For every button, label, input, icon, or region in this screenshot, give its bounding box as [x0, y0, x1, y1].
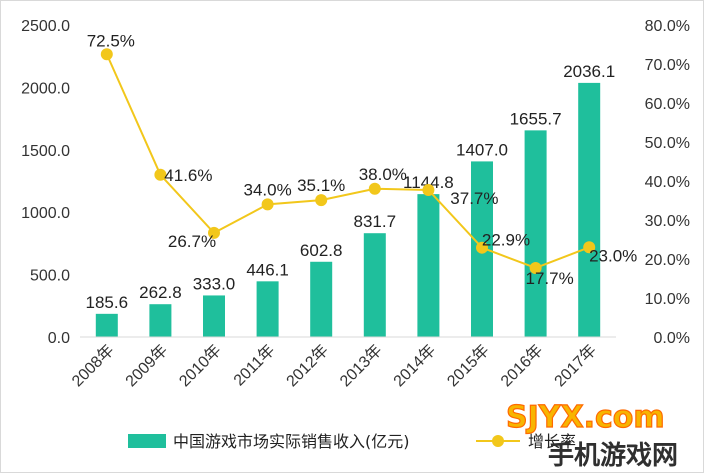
bar-value-label: 446.1 [246, 260, 289, 279]
growth-point-2008年 [100, 48, 113, 61]
left-axis-tick-label: 0.0 [48, 330, 70, 347]
growth-data-labels: 72.5% 41.6% 26.7% 34.0% 35.1% 38.0% 37.7% 22.9%… [87, 31, 638, 288]
growth-point-2009年 [154, 168, 167, 181]
left-axis-tick-label: 2500.0 [21, 18, 70, 35]
growth-value-label: 41.6% [164, 166, 212, 185]
growth-value-label: 26.7% [168, 232, 216, 251]
growth-point-2016年 [529, 261, 542, 274]
left-axis: 0.0 500.0 1000.0 1500.0 2000.0 2500.0 [21, 18, 70, 347]
left-axis-tick-label: 1500.0 [21, 143, 70, 160]
right-axis-tick-label: 60.0% [645, 96, 690, 113]
left-axis-tick-label: 2000.0 [21, 80, 70, 97]
growth-point-2015年 [476, 241, 488, 254]
bar-value-label: 2036.1 [563, 62, 615, 81]
growth-value-label: 34.0% [243, 180, 291, 199]
bar-2013年 [363, 233, 386, 337]
right-axis-tick-label: 40.0% [645, 174, 690, 191]
right-axis-tick-label: 50.0% [645, 135, 690, 152]
watermark-main-text: SJYX.com [506, 400, 665, 435]
bar-value-label: 602.8 [300, 241, 343, 260]
legend-line-marker [492, 435, 504, 447]
bar-2010年 [203, 295, 225, 337]
growth-value-label: 72.5% [87, 31, 135, 50]
bar-2014年 [417, 194, 440, 337]
legend: 中国游戏市场实际销售收入(亿元) 增长率 [128, 432, 576, 451]
growth-point-2013年 [368, 182, 381, 195]
bar-data-labels: 185.6 262.8 333.0 446.1 602.8 831.7 1144.81407… [86, 62, 616, 312]
growth-value-label: 35.1% [297, 176, 345, 195]
bar-2009年 [149, 304, 172, 337]
right-axis: 0.0% 10.0% 20.0% 30.0% 40.0% 50.0% 60.0% 70.0% 8… [645, 18, 690, 347]
growth-value-label: 38.0% [359, 165, 407, 184]
growth-value-label: 22.9% [482, 231, 530, 250]
growth-value-label: 23.0% [589, 246, 637, 265]
bar-value-label: 333.0 [193, 274, 236, 293]
growth-point-2011年 [261, 198, 274, 211]
bar-2011年 [256, 281, 279, 337]
right-axis-tick-label: 30.0% [645, 213, 690, 230]
left-axis-tick-label: 1000.0 [21, 205, 70, 222]
legend-line-label: 增长率 [528, 432, 576, 451]
growth-point-2012年 [315, 194, 328, 207]
bar-value-label: 1144.8 [403, 173, 454, 192]
right-axis-tick-label: 0.0% [654, 330, 690, 347]
right-axis-tick-label: 70.0% [645, 57, 690, 74]
left-axis-tick-label: 500.0 [30, 268, 70, 285]
right-axis-tick-label: 80.0% [645, 18, 690, 35]
growth-value-label: 37.7% [450, 189, 498, 208]
legend-bar-swatch [128, 434, 166, 448]
right-axis-tick-label: 10.0% [645, 291, 690, 308]
watermark-sub-text: 手机游戏网 [548, 441, 678, 471]
growth-line-series [100, 48, 596, 274]
legend-bar-label: 中国游戏市场实际销售收入(亿元) [173, 432, 410, 451]
growth-point-2017年 [583, 241, 596, 254]
growth-value-label: 17.7% [525, 269, 573, 288]
watermark-logo: SJYX.com 手机游戏网 [505, 399, 678, 471]
bar-value-label: 1655.7 [510, 109, 562, 128]
bar-value-label: 831.7 [354, 212, 397, 231]
bar-2012年 [310, 261, 333, 337]
growth-line [105, 53, 590, 270]
bar-2016年 [524, 130, 547, 337]
bar-value-label: 1407.0 [456, 140, 508, 159]
growth-point-2014年 [422, 183, 435, 196]
bar-2008年 [95, 313, 118, 337]
bar-2017年 [578, 82, 601, 338]
right-axis-tick-label: 20.0% [645, 252, 690, 269]
bar-value-label: 262.8 [139, 283, 182, 302]
bar-value-label: 185.6 [86, 293, 129, 312]
growth-point-2010年 [208, 226, 220, 239]
